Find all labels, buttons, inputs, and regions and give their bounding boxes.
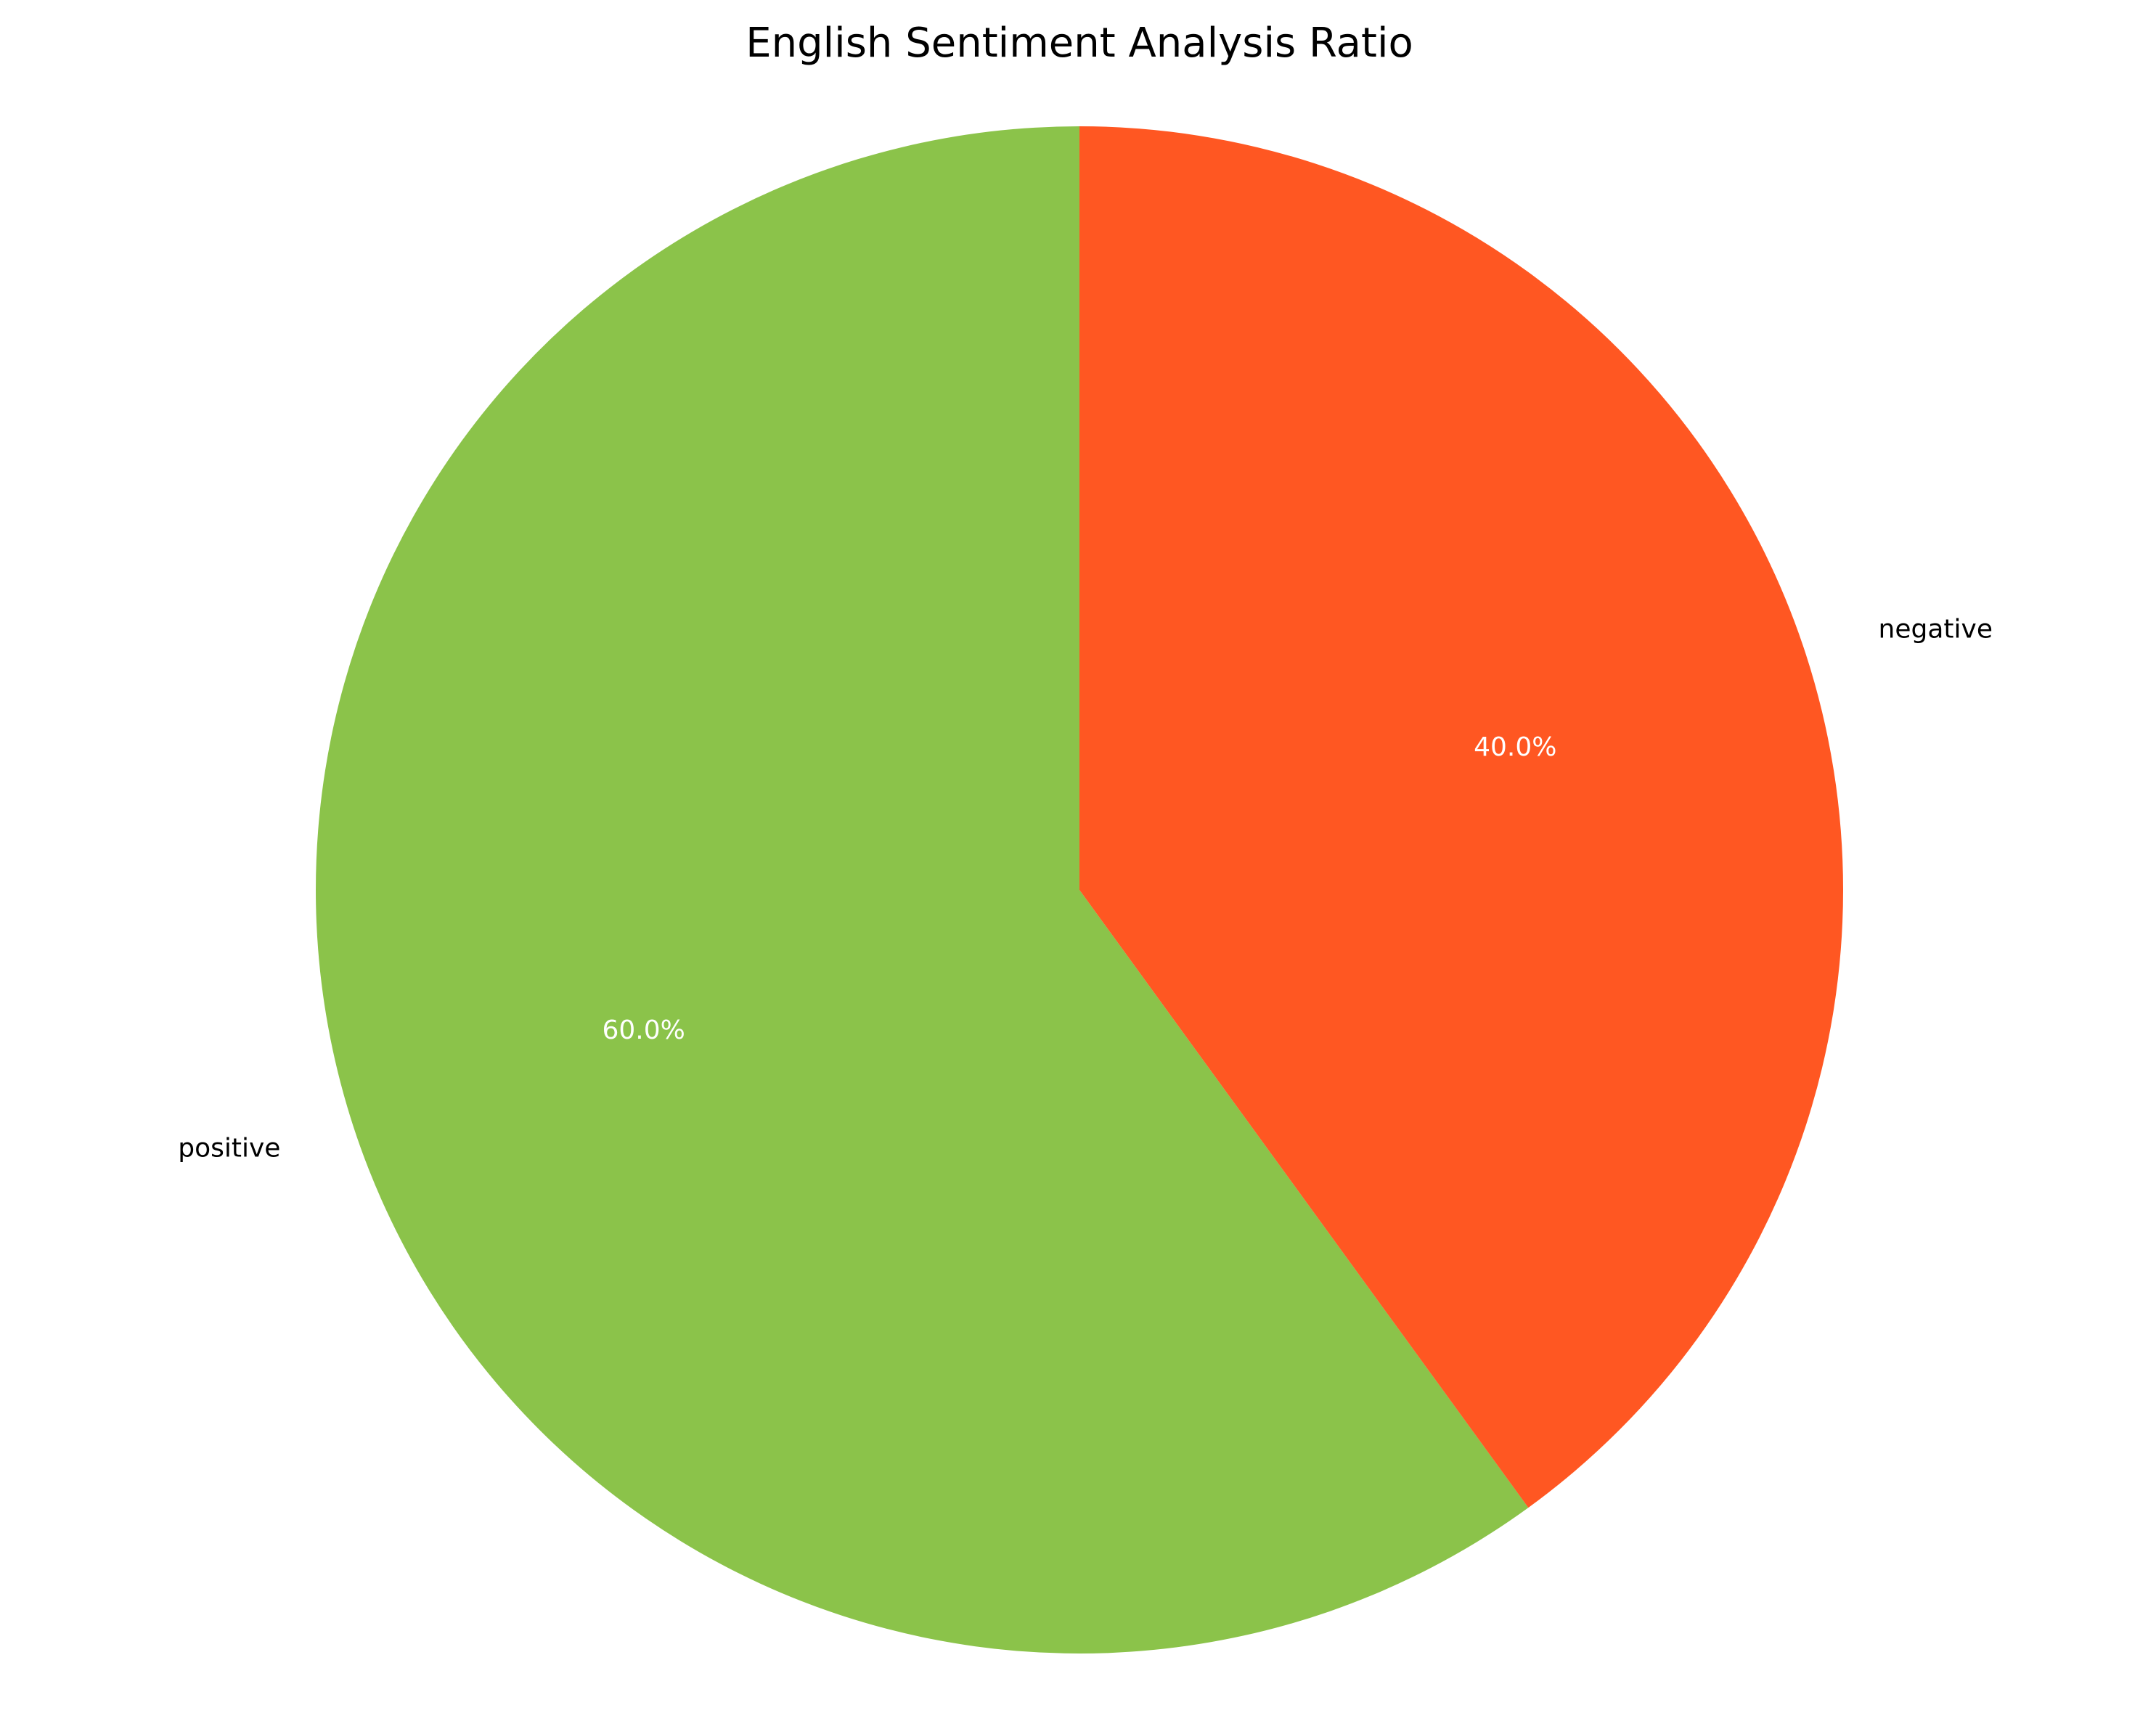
category-label-positive: positive — [178, 1134, 280, 1164]
pct-label-negative: 40.0% — [1474, 732, 1556, 762]
category-label-negative: negative — [1879, 614, 1993, 644]
pie-slices — [316, 126, 1844, 1653]
pie-slice-negative — [1079, 126, 1844, 1508]
pie-labels: 60.0% positive 40.0% negative — [178, 614, 1993, 1163]
pct-label-positive: 60.0% — [603, 1015, 685, 1045]
chart-title: English Sentiment Analysis Ratio — [746, 20, 1413, 67]
pie-slice-positive — [316, 126, 1529, 1653]
